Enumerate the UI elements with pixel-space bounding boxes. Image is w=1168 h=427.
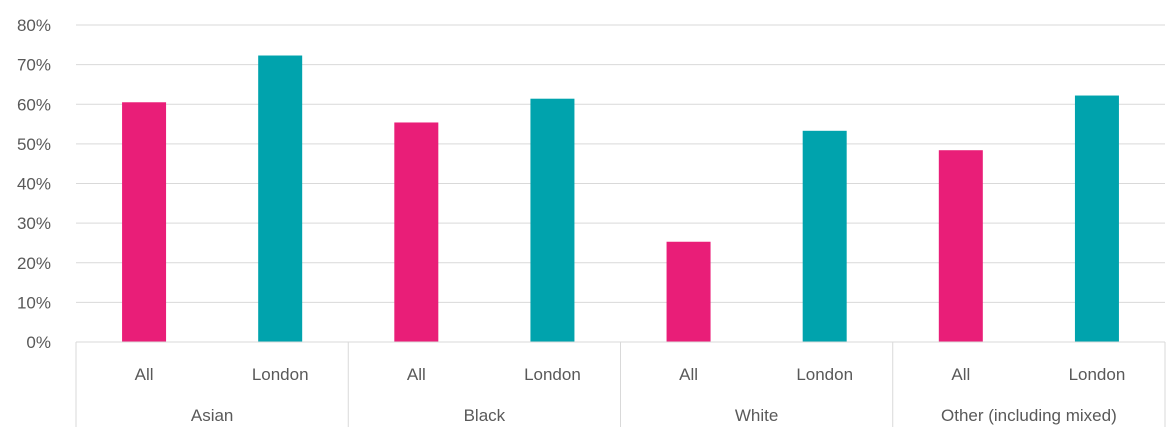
x-group-label: Other (including mixed)	[941, 406, 1117, 425]
x-category-label: All	[679, 365, 698, 384]
y-tick-label: 60%	[17, 95, 51, 114]
y-tick-label: 70%	[17, 56, 51, 75]
x-category-label: All	[407, 365, 426, 384]
bar-asian-london	[258, 55, 303, 342]
x-group-label: Black	[464, 406, 506, 425]
x-category-label: London	[252, 365, 309, 384]
bars	[122, 55, 1119, 342]
gridlines	[76, 24, 1165, 343]
y-tick-label: 10%	[17, 293, 51, 312]
x-category-label: London	[796, 365, 853, 384]
x-group-label: White	[735, 406, 778, 425]
bar-black-all	[394, 122, 439, 342]
bar-other-london	[1074, 95, 1119, 342]
y-tick-label: 30%	[17, 214, 51, 233]
x-category-label: London	[1069, 365, 1126, 384]
y-axis-ticks: 0% 10% 20% 30% 40% 50% 60% 70% 80%	[17, 16, 51, 352]
bar-asian-all	[122, 102, 167, 342]
bar-other-all	[938, 150, 983, 342]
y-tick-label: 40%	[17, 175, 51, 194]
y-tick-label: 80%	[17, 16, 51, 35]
x-axis: All London Asian All London Black All London Whi…	[75, 341, 1166, 427]
x-category-label: London	[524, 365, 581, 384]
y-tick-label: 20%	[17, 254, 51, 273]
y-tick-label: 50%	[17, 135, 51, 154]
x-group-label: Asian	[191, 406, 234, 425]
bar-white-london	[802, 130, 847, 342]
y-tick-label: 0%	[26, 333, 51, 352]
bar-black-london	[530, 98, 575, 342]
bar-white-all	[666, 241, 711, 342]
x-category-label: All	[951, 365, 970, 384]
x-category-label: All	[135, 365, 154, 384]
